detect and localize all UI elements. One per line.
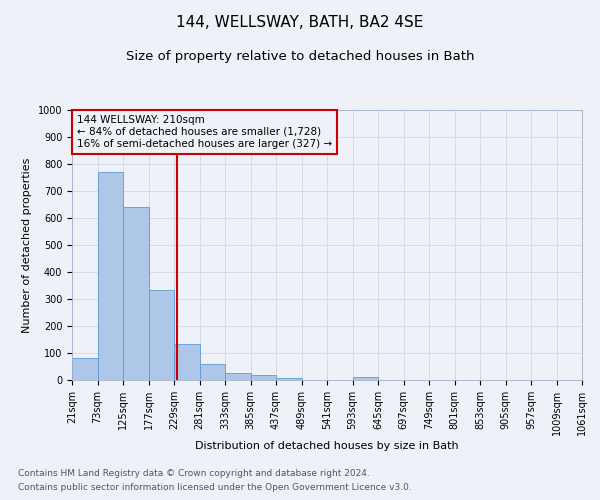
Bar — [149, 290, 174, 380]
Bar — [97, 172, 123, 380]
Bar — [123, 207, 149, 380]
Text: 144, WELLSWAY, BATH, BA2 4SE: 144, WELLSWAY, BATH, BA2 4SE — [176, 15, 424, 30]
Text: Contains public sector information licensed under the Open Government Licence v3: Contains public sector information licen… — [18, 484, 412, 492]
Text: Size of property relative to detached houses in Bath: Size of property relative to detached ho… — [126, 50, 474, 63]
Bar — [353, 378, 378, 380]
Bar — [225, 373, 251, 380]
Bar — [199, 364, 225, 380]
Bar — [251, 374, 276, 380]
Text: 144 WELLSWAY: 210sqm
← 84% of detached houses are smaller (1,728)
16% of semi-de: 144 WELLSWAY: 210sqm ← 84% of detached h… — [77, 116, 332, 148]
X-axis label: Distribution of detached houses by size in Bath: Distribution of detached houses by size … — [195, 440, 459, 450]
Text: Contains HM Land Registry data © Crown copyright and database right 2024.: Contains HM Land Registry data © Crown c… — [18, 468, 370, 477]
Bar — [72, 358, 97, 380]
Bar — [276, 378, 302, 380]
Y-axis label: Number of detached properties: Number of detached properties — [22, 158, 32, 332]
Bar — [174, 344, 199, 380]
